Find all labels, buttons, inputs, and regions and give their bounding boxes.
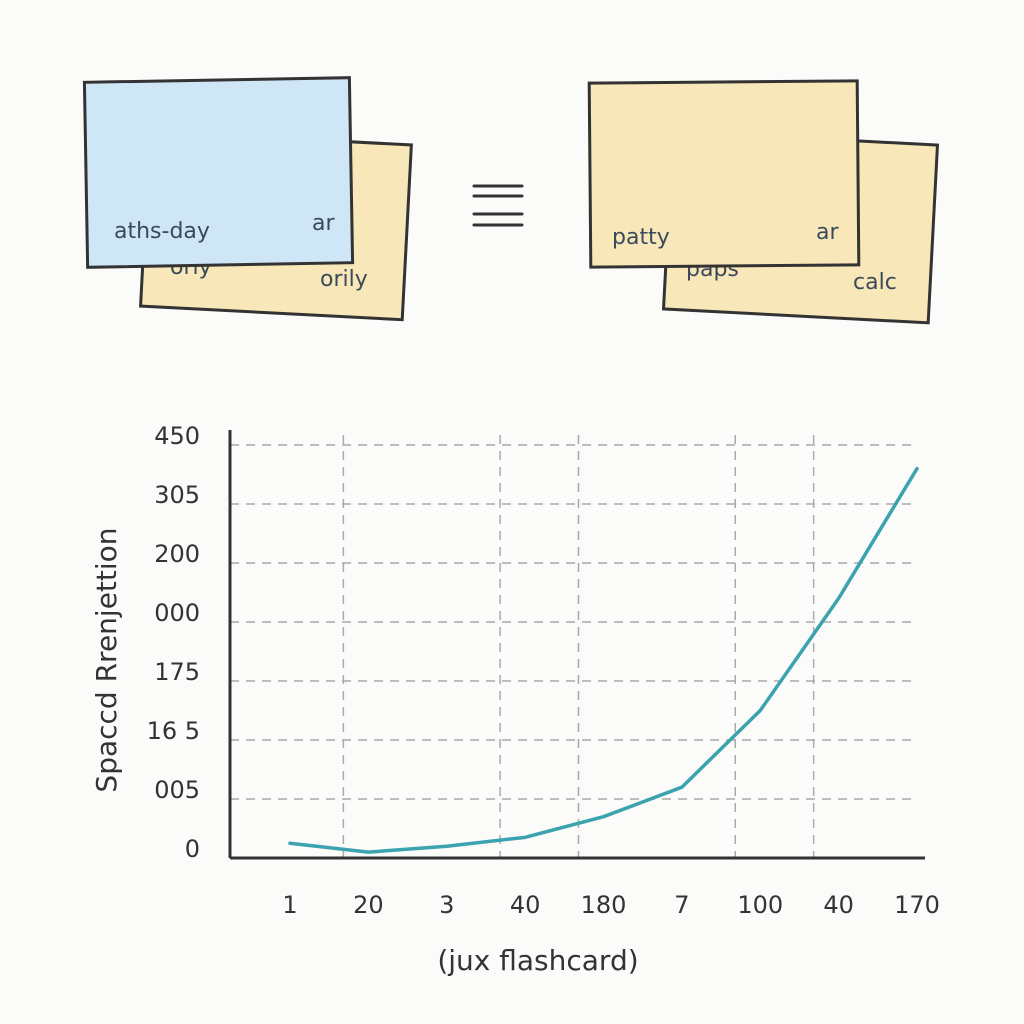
card-text: ar (312, 211, 335, 236)
y-tick-label: 000 (154, 599, 200, 627)
x-tick-label: 40 (510, 891, 541, 919)
card-text: ar (816, 220, 839, 245)
y-tick-label: 175 (154, 658, 200, 686)
data-line (288, 466, 919, 854)
card-text: aths-day (114, 219, 210, 244)
card-text: patty (612, 225, 670, 250)
y-tick-label: 005 (154, 776, 200, 804)
y-tick-label: 305 (154, 481, 200, 509)
y-tick-label: 450 (154, 422, 200, 450)
card-stack-right: paps calc patty ar (587, 79, 940, 325)
x-tick-label: 170 (894, 891, 940, 919)
x-tick-label: 100 (737, 891, 783, 919)
x-tick-label: 180 (581, 891, 627, 919)
card-text: orily (320, 267, 368, 292)
x-tick-label: 40 (823, 891, 854, 919)
y-tick-label: 200 (154, 540, 200, 568)
card-stack-left: orly orily aths-day ar (82, 76, 413, 322)
x-tick-label: 20 (353, 891, 384, 919)
card-text: calc (853, 270, 897, 295)
y-axis-title: Spaccd Rrenjettion (90, 527, 123, 792)
card-front (587, 79, 861, 269)
x-tick-label: 1 (282, 891, 297, 919)
equals-symbol (472, 184, 524, 227)
card-front (82, 76, 355, 269)
y-tick-label: 0 (185, 835, 200, 863)
chart: Spaccd Rrenjettion (jux flashcard) 0 005 1… (90, 422, 940, 977)
x-axis-title: (jux flashcard) (437, 944, 638, 977)
x-tick-label: 3 (439, 891, 454, 919)
x-tick-label: 7 (674, 891, 689, 919)
y-tick-label: 16 5 (147, 717, 200, 745)
